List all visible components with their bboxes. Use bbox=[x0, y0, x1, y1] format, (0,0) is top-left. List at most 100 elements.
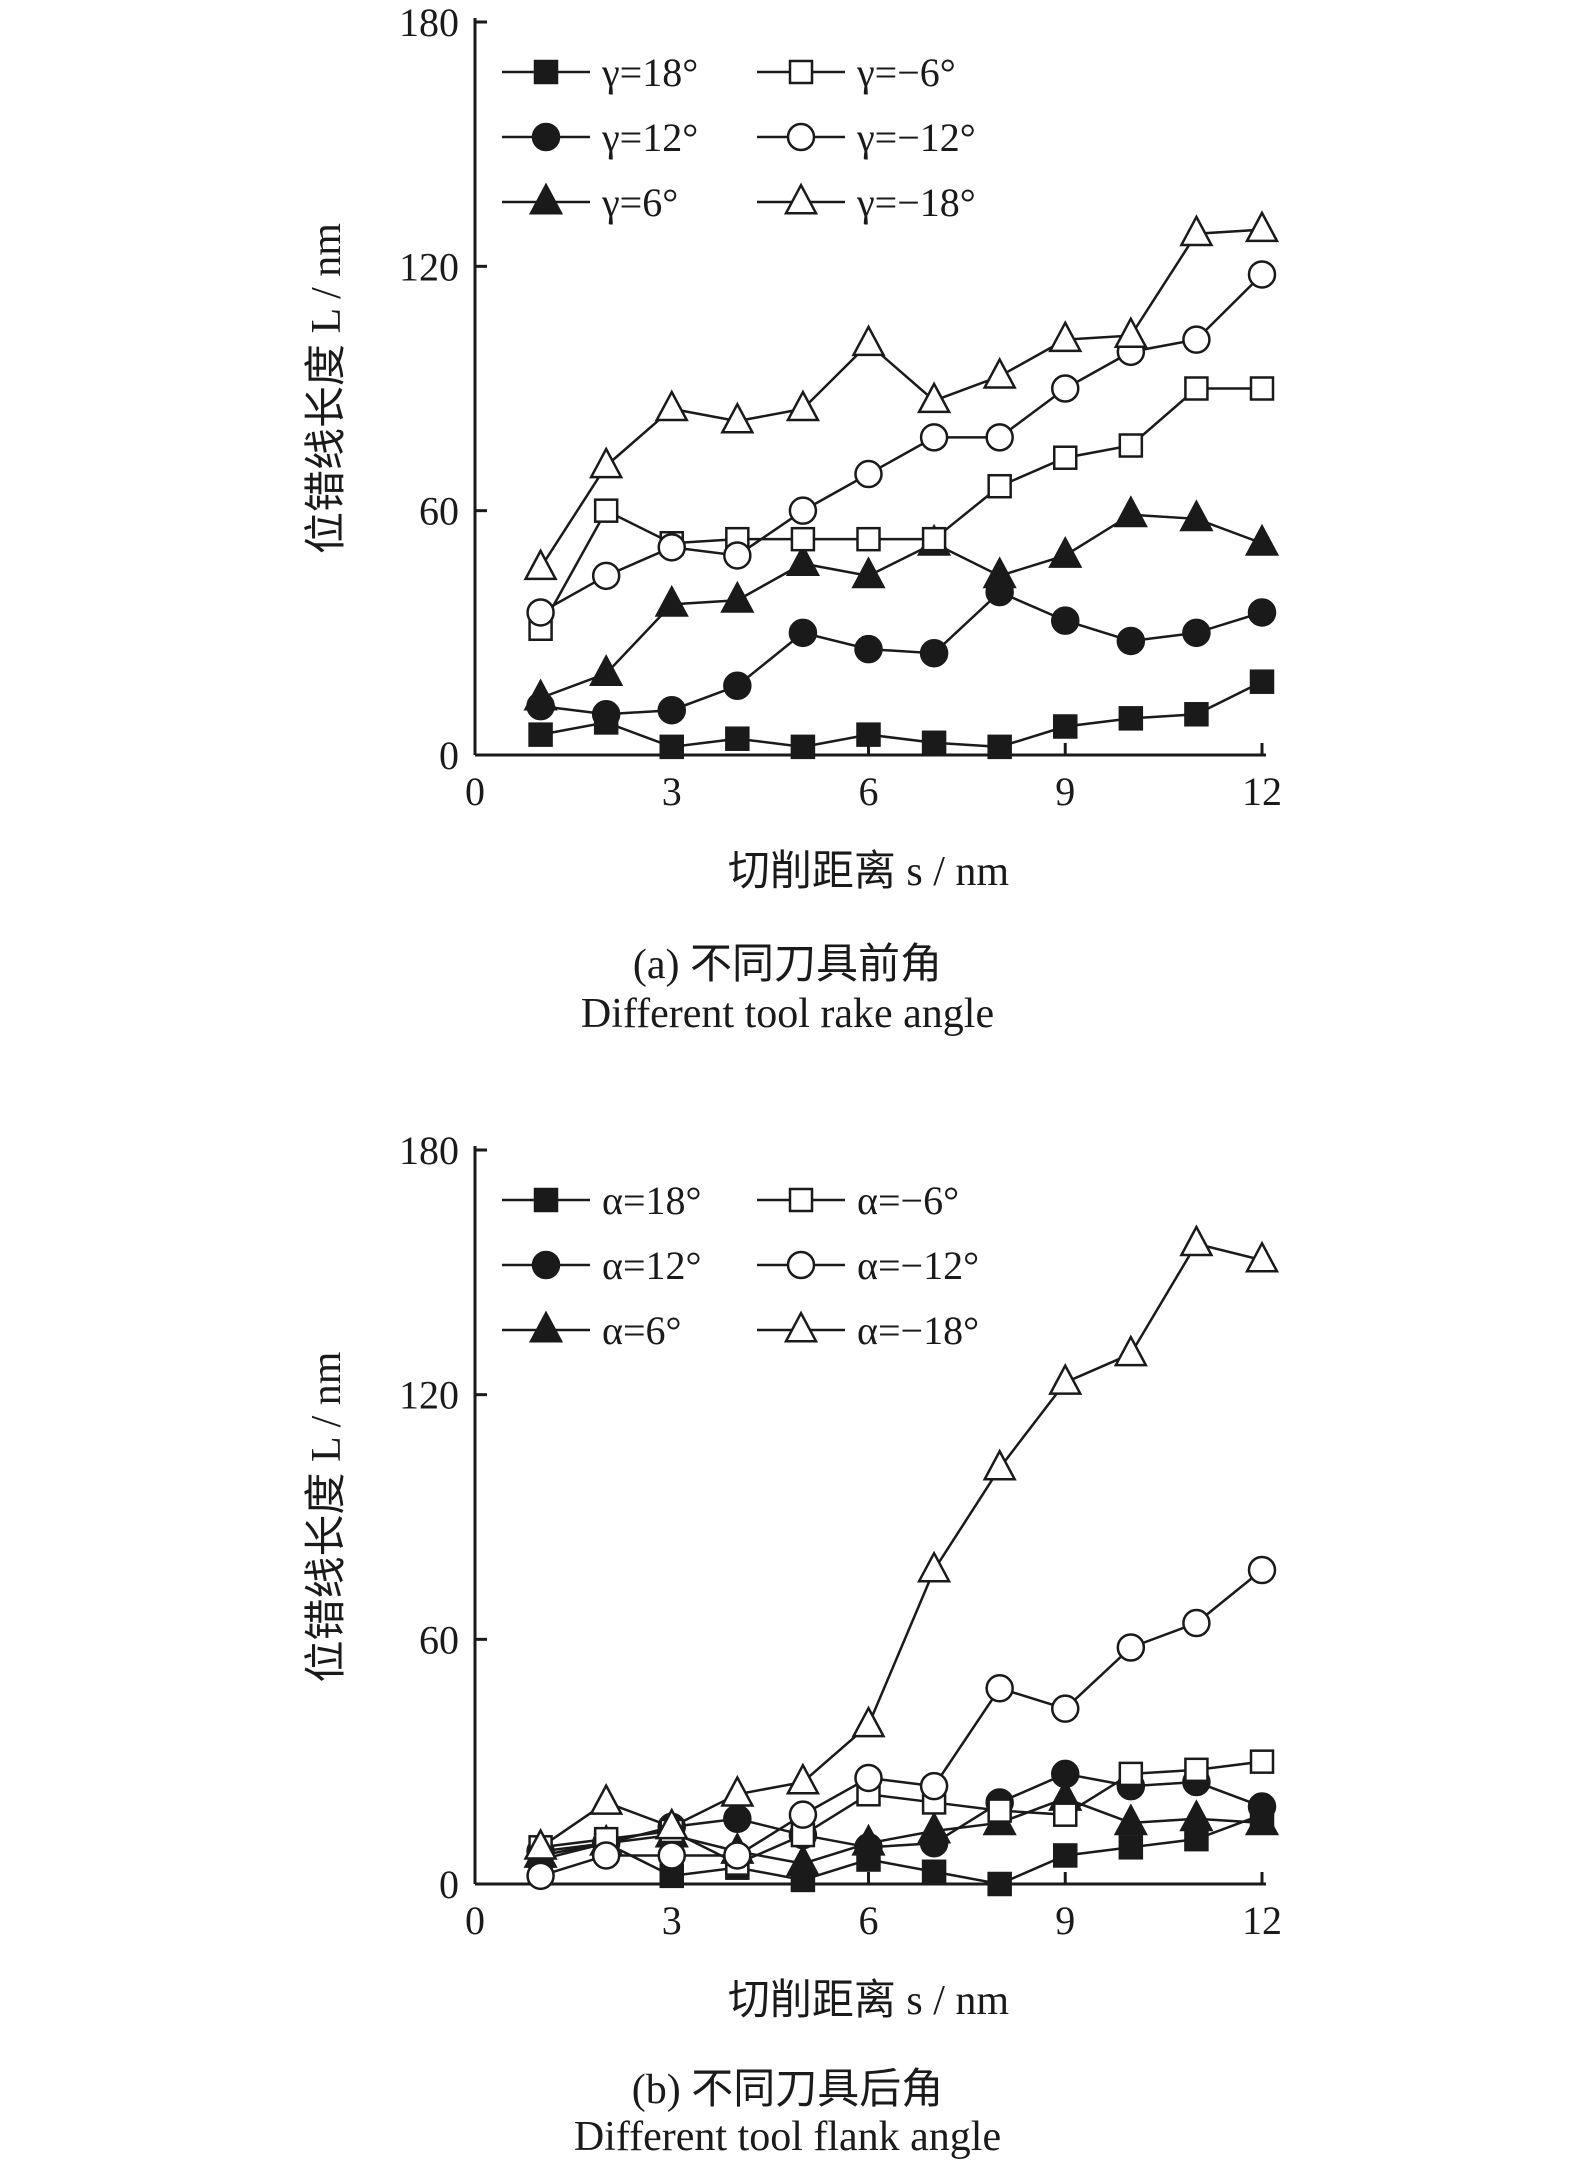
chart-a-legend-label-1: γ=12° bbox=[601, 115, 698, 160]
chart-b-legend-marker-1 bbox=[531, 1250, 561, 1280]
chart-a-series-5-point bbox=[1244, 210, 1280, 243]
chart-a-series-3-point bbox=[856, 526, 881, 552]
chart-b-x-axis-title: 切削距离 s / nm bbox=[728, 1977, 1010, 2024]
chart-a-series-0-point bbox=[528, 722, 553, 747]
chart-a-series-1-point bbox=[788, 618, 818, 648]
chart-a-series-4-point bbox=[985, 423, 1014, 452]
chart-b-series-0-point bbox=[1184, 1826, 1209, 1852]
chart-b-x-tick-label: 3 bbox=[662, 1898, 682, 1943]
chart-a-series-5-point bbox=[982, 356, 1017, 389]
chart-b-series-4-point bbox=[1182, 1608, 1211, 1638]
chart-b-legend-marker-0 bbox=[533, 1187, 559, 1213]
caption-a-text-cn: 不同刀具前角 bbox=[690, 942, 943, 988]
chart-a-legend-marker-5 bbox=[783, 182, 819, 215]
chart-a-series-4-point bbox=[657, 533, 686, 562]
chart-a-series-1-point bbox=[1051, 606, 1080, 635]
chart-a-series-2-point bbox=[654, 584, 689, 617]
chart-b-x-tick-label: 0 bbox=[465, 1898, 485, 1943]
chart-b-series-0-point bbox=[987, 1871, 1012, 1897]
chart-a-series-2-point bbox=[785, 544, 821, 577]
chart-a-series-4-point bbox=[591, 561, 621, 591]
chart-a-series-0-point bbox=[659, 734, 684, 760]
chart-b-series-4-point bbox=[591, 1841, 621, 1870]
chart-b-series-2-point bbox=[785, 1844, 821, 1877]
chart-a-series-2-point bbox=[982, 556, 1017, 589]
chart-b-series-2-point bbox=[1113, 1803, 1148, 1836]
chart-a-series-2-point bbox=[720, 580, 755, 613]
chart-a-series-1-point bbox=[591, 700, 621, 729]
chart-a-legend-label-5: γ=−18° bbox=[856, 180, 976, 225]
chart-b-x-tick-label: 12 bbox=[1242, 1898, 1282, 1943]
caption-b-cn: (b) 不同刀具后角 bbox=[0, 2055, 1575, 2116]
chart-b-series-5-point bbox=[916, 1550, 952, 1583]
chart-a-legend-marker-1 bbox=[531, 122, 561, 152]
chart-a-series-2-point bbox=[851, 556, 886, 589]
chart-b-series-5-point bbox=[720, 1774, 755, 1807]
chart-a-series-4-point bbox=[919, 423, 949, 452]
chart-b-series-line-3 bbox=[540, 1760, 1263, 1865]
chart-b-series-4-point bbox=[1051, 1694, 1080, 1723]
chart-b-series-5-point bbox=[982, 1448, 1017, 1481]
chart-b-series-4-point bbox=[985, 1674, 1014, 1703]
chart-a-x-tick-label: 3 bbox=[662, 769, 682, 814]
chart-a-series-5-point bbox=[720, 401, 755, 434]
chart-a-series-2-point bbox=[1113, 495, 1148, 528]
chart-a-series-2-point bbox=[523, 678, 558, 711]
chart-a-series-4-point bbox=[1247, 260, 1277, 289]
chart-b-series-3-point bbox=[1053, 1802, 1078, 1827]
chart-a-series-1-point bbox=[723, 671, 752, 701]
chart-b-legend-label-3: α=−6° bbox=[857, 1178, 959, 1223]
chart-b-y-tick-label: 120 bbox=[399, 1373, 459, 1418]
chart-panel-b: 0 3 6 9 12 0 60 120 180 切削距离 s / nm 位错线长度 L / nm α=… bbox=[0, 1070, 1575, 2163]
chart-a-legend-label-3: γ=−6° bbox=[856, 50, 956, 95]
chart-b-legend-label-0: α=18° bbox=[602, 1178, 702, 1223]
chart-b-series-3-point bbox=[1249, 1749, 1275, 1774]
chart-a-series-1-point bbox=[1116, 626, 1146, 656]
chart-a-series-line-0 bbox=[540, 680, 1263, 749]
chart-a-series-4-point bbox=[1051, 374, 1080, 403]
chart-b-y-axis-title: 位错线长度 L / nm bbox=[303, 1351, 350, 1682]
chart-b-y-tick-label: 60 bbox=[419, 1617, 459, 1662]
chart-b-series-4-point bbox=[1247, 1555, 1277, 1585]
chart-b-y-tick-label: 180 bbox=[399, 1128, 459, 1173]
chart-a-series-0-point bbox=[1118, 706, 1144, 731]
chart-a-series-5-point bbox=[1048, 320, 1083, 353]
chart-a-series-3-point bbox=[1053, 445, 1078, 470]
chart-b-legend-marker-3 bbox=[788, 1187, 814, 1213]
chart-a-series-5-point bbox=[785, 389, 821, 422]
chart-b-series-2-point bbox=[851, 1823, 886, 1856]
chart-b-series-5-point bbox=[1244, 1240, 1280, 1273]
chart-a-series-1-point bbox=[1182, 618, 1211, 648]
chart-b-series-line-2 bbox=[540, 1797, 1263, 1865]
chart-a-series-4-point bbox=[788, 496, 818, 525]
chart-b-legend-label-4: α=−12° bbox=[857, 1243, 979, 1288]
chart-a-x-axis-title: 切削距离 s / nm bbox=[728, 848, 1010, 895]
chart-b-series-4-point bbox=[854, 1763, 883, 1793]
chart-b-series-5-point bbox=[1048, 1362, 1083, 1395]
chart-a-series-4-point bbox=[526, 598, 555, 627]
chart-b-legend-label-5: α=−18° bbox=[857, 1308, 979, 1353]
chart-a-x-tick-label: 12 bbox=[1242, 769, 1282, 814]
chart-a-y-tick-label: 120 bbox=[399, 244, 459, 289]
chart-a-series-5-point bbox=[851, 324, 886, 357]
chart-a-y-axis-title: 位错线长度 L / nm bbox=[303, 223, 350, 554]
chart-b-series-4-point bbox=[1116, 1633, 1146, 1662]
chart-b-legend-marker-2 bbox=[528, 1310, 564, 1343]
chart-a-series-2-point bbox=[1244, 523, 1280, 556]
chart-b-series-4-point bbox=[919, 1771, 949, 1801]
caption-a-cn: (a) 不同刀具前角 bbox=[0, 930, 1575, 991]
chart-a-series-0-point bbox=[790, 734, 816, 760]
chart-b-series-5-point bbox=[1179, 1224, 1214, 1257]
chart-b-series-3-point bbox=[1184, 1757, 1209, 1783]
chart-a-series-1-point bbox=[854, 634, 883, 664]
chart-a-series-5-point bbox=[916, 381, 952, 414]
chart-a-legend-label-2: γ=6° bbox=[601, 180, 678, 225]
chart-a-series-0-point bbox=[1249, 669, 1275, 694]
chart-a-series-4-point bbox=[723, 541, 752, 570]
chart-b-legend-marker-5 bbox=[783, 1310, 819, 1343]
chart-a-series-line-4 bbox=[539, 273, 1263, 614]
chart-a-series-line-3 bbox=[539, 387, 1262, 630]
chart-a-series-line-1 bbox=[540, 590, 1263, 716]
chart-a-series-3-point bbox=[1184, 376, 1209, 401]
